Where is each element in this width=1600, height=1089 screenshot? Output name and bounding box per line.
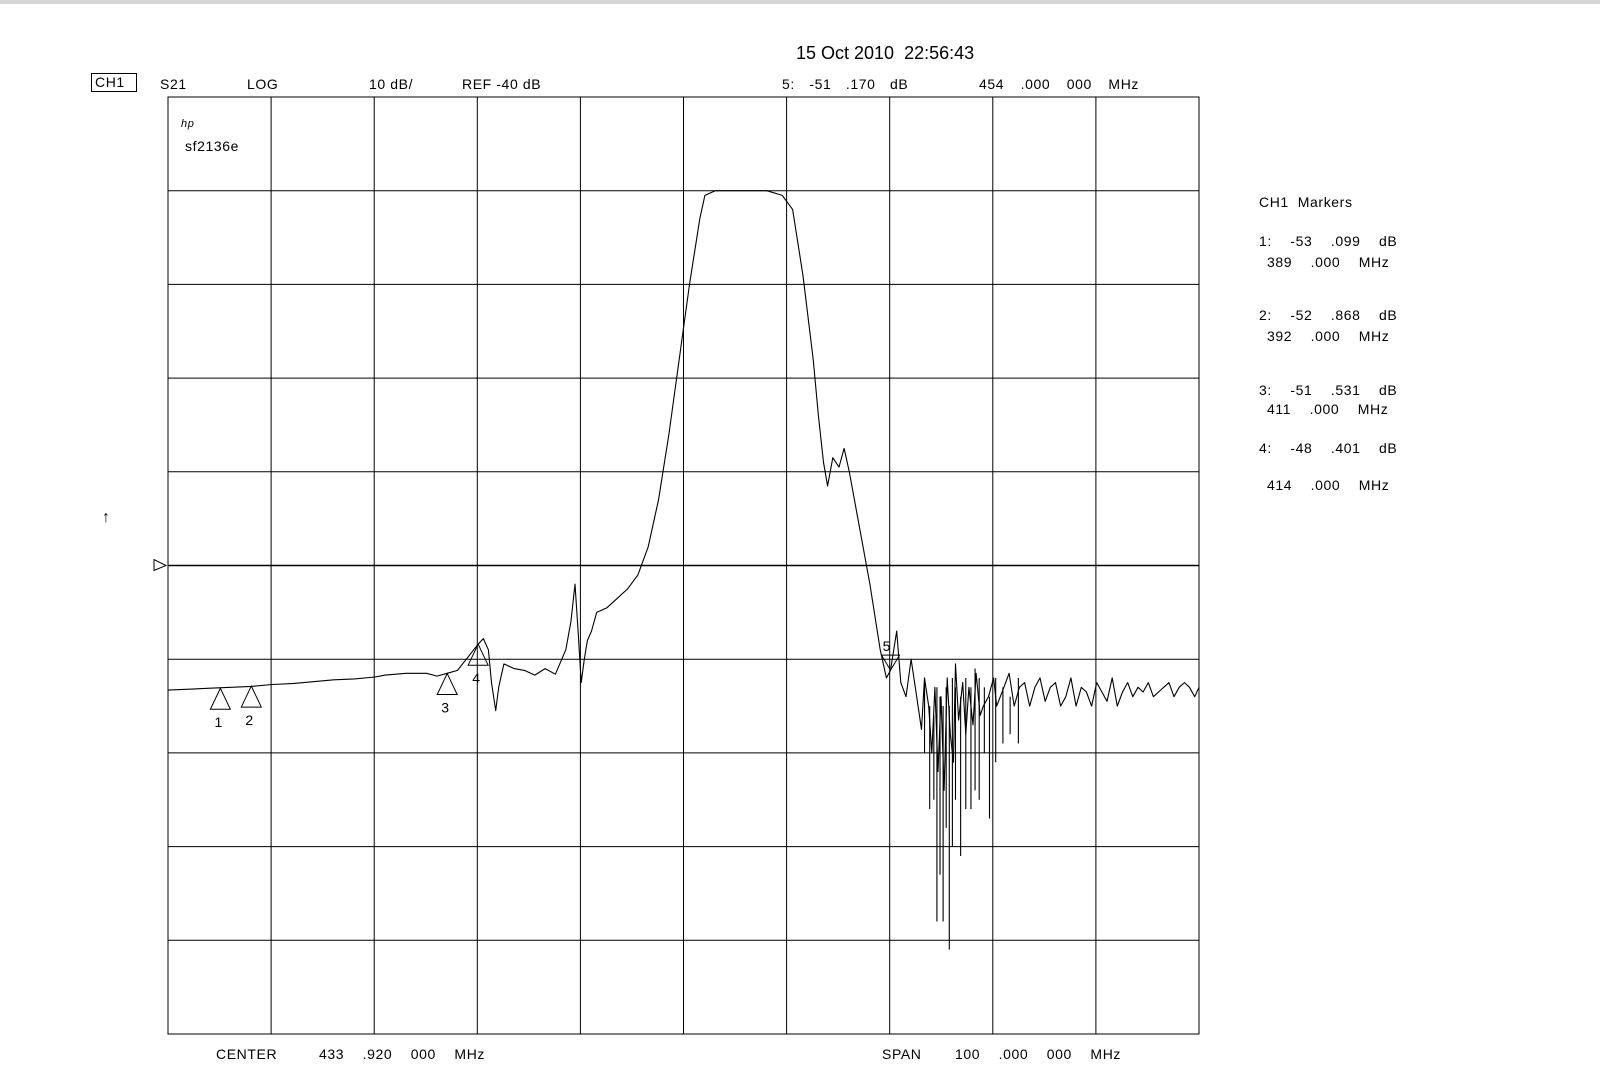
center-frequency: 433 .920 000 MHz: [319, 1046, 486, 1062]
timestamp: 15 Oct 2010 22:56:43: [796, 43, 975, 63]
marker-2-label: 2: [245, 712, 253, 728]
marker-1-label: 1: [214, 714, 222, 730]
marker-3-triangle: [436, 672, 458, 696]
reference-level-pointer: [153, 558, 168, 572]
marker-4-triangle: [467, 643, 489, 666]
top-edge-bar: [0, 0, 1600, 4]
marker-4-frequency: 414 .000 MHz: [1267, 477, 1390, 493]
marker-2: 2: [240, 684, 263, 728]
hp-logo: hp: [181, 118, 195, 130]
marker-1: 1: [209, 687, 232, 730]
marker-3: 3: [436, 672, 458, 716]
span-frequency: 100 .000 000 MHz: [955, 1046, 1122, 1062]
marker-2-value: 2: -52 .868 dB: [1259, 307, 1398, 323]
marker-2-triangle: [240, 684, 263, 708]
marker-4-label: 4: [472, 670, 480, 686]
marker-4-value: 4: -48 .401 dB: [1259, 440, 1398, 456]
marker-1-frequency: 389 .000 MHz: [1267, 254, 1390, 270]
reference-label: REF -40 dB: [462, 76, 542, 92]
marker-4: 4: [467, 643, 489, 686]
marker-3-frequency: 411 .000 MHz: [1267, 401, 1389, 417]
span-label: SPAN: [882, 1046, 922, 1062]
format-label: LOG: [247, 76, 279, 92]
marker-3-value: 3: -51 .531 dB: [1259, 382, 1398, 398]
parameter-label: S21: [160, 76, 187, 92]
center-label: CENTER: [216, 1046, 278, 1062]
channel-box: CH1: [91, 73, 137, 92]
trace-group: [167, 190, 1200, 950]
graticule-grid: [153, 96, 1200, 1035]
marker-1-value: 1: -53 .099 dB: [1259, 233, 1398, 249]
active-marker-frequency: 454 .000 000 MHz: [979, 76, 1140, 92]
scale-label: 10 dB/: [369, 76, 414, 92]
trace-title: sf2136e: [185, 138, 240, 154]
marker-group: 1 2 3 4 5: [209, 638, 901, 730]
marker-1-triangle: [209, 687, 232, 710]
marker-5-triangle: [880, 654, 901, 672]
marker-5-label: 5: [883, 638, 891, 654]
reference-arrow: ↑: [102, 509, 111, 526]
marker-2-frequency: 392 .000 MHz: [1267, 328, 1390, 344]
active-marker-value: 5: -51 .170 dB: [782, 76, 909, 92]
marker-5: 5: [880, 638, 901, 672]
trace-line: [167, 190, 1200, 791]
marker-3-label: 3: [441, 700, 449, 716]
markers-panel-title: CH1 Markers: [1259, 194, 1353, 210]
